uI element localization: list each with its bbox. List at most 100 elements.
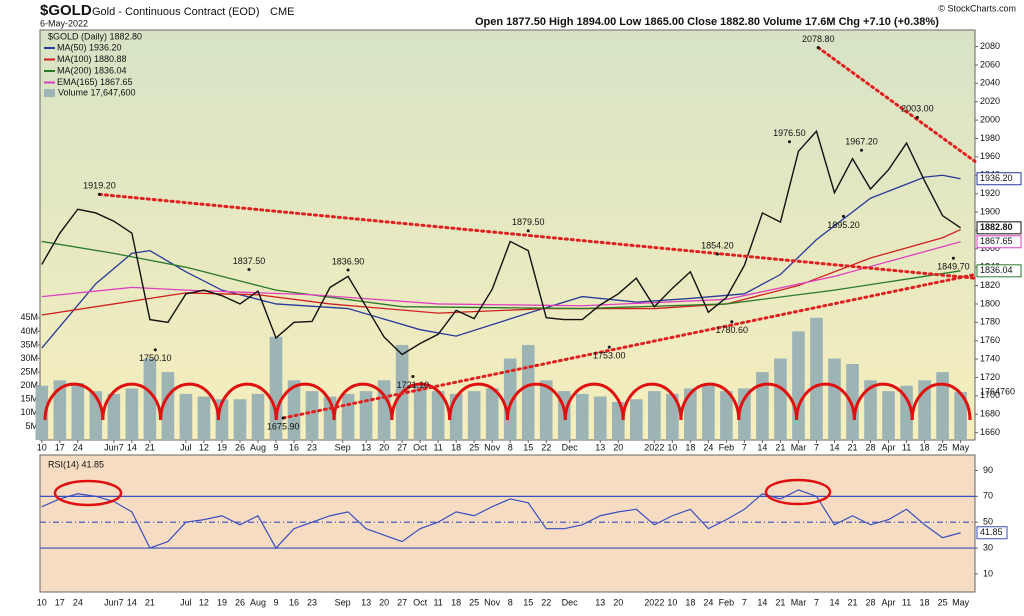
y-tick-label: 2020 bbox=[980, 96, 1000, 106]
trendline bbox=[281, 273, 977, 420]
volume-bar bbox=[774, 358, 787, 440]
x-tick-label: 21 bbox=[775, 442, 785, 452]
x-tick-label: 9 bbox=[273, 442, 278, 452]
x-tick-label: 11 bbox=[902, 597, 911, 607]
legend-entry: EMA(165) 1867.65 bbox=[57, 77, 133, 87]
x-tick-label: 20 bbox=[613, 442, 623, 452]
x-tick-label: Feb bbox=[719, 442, 735, 452]
x-tick-label: 17 bbox=[55, 442, 65, 452]
x-tick-label: 27 bbox=[397, 442, 407, 452]
x-tick-label: 25 bbox=[938, 597, 948, 607]
y-tick-label: 1980 bbox=[980, 133, 1000, 143]
y-tick-label: 1720 bbox=[980, 372, 1000, 382]
x-tick-label: 20 bbox=[613, 597, 623, 607]
y-tick-label: 2000 bbox=[980, 114, 1000, 124]
x-tick-label: 25 bbox=[938, 442, 948, 452]
value-tag bbox=[976, 221, 1022, 235]
moving-average bbox=[41, 240, 961, 310]
cycle-arc bbox=[274, 382, 336, 421]
volume-bar bbox=[666, 393, 679, 440]
y-tick-label: 1700 bbox=[980, 390, 1000, 400]
volume-bar bbox=[810, 317, 823, 440]
volume-bar bbox=[882, 391, 895, 440]
volume-bar bbox=[431, 391, 445, 440]
extreme-point bbox=[411, 374, 415, 378]
volume-bar bbox=[954, 392, 967, 440]
value-tag bbox=[976, 526, 1008, 540]
value-tag-label: 41.85 bbox=[980, 527, 1003, 537]
x-tick-label: 7 bbox=[742, 442, 747, 452]
extreme-point bbox=[915, 115, 919, 119]
volume-bar bbox=[539, 380, 553, 440]
x-tick-label: 7 bbox=[814, 442, 819, 452]
x-tick-label: 13 bbox=[361, 442, 371, 452]
x-tick-label: 24 bbox=[73, 597, 83, 607]
volume-tick-label: 10M bbox=[20, 407, 38, 417]
volume-bar bbox=[233, 399, 247, 440]
cycle-arc bbox=[563, 382, 625, 421]
x-tick-label: 11 bbox=[433, 597, 442, 607]
x-tick-label: 23 bbox=[307, 442, 317, 452]
x-tick-label: Feb bbox=[719, 597, 735, 607]
y-tick-label: 10 bbox=[983, 568, 993, 578]
x-tick-label: 24 bbox=[703, 442, 713, 452]
volume-tick-label: 40M bbox=[20, 326, 38, 336]
volume-bar bbox=[413, 385, 427, 440]
volume-bar bbox=[107, 393, 121, 440]
x-tick-label: 14 bbox=[127, 597, 137, 607]
quote: Open 1877.50 High 1894.00 Low 1865.00 Cl… bbox=[475, 16, 939, 28]
x-tick-label: 21 bbox=[847, 597, 857, 607]
volume-tag-label: 1764760 bbox=[980, 386, 1015, 396]
volume-bar bbox=[125, 388, 139, 440]
x-tick-label: Sep bbox=[335, 442, 351, 452]
volume-bar bbox=[35, 385, 49, 440]
extreme-label: 1721.10 bbox=[397, 380, 430, 390]
cycle-arc bbox=[43, 382, 105, 421]
y-tick-label: 90 bbox=[983, 465, 993, 475]
extreme-point bbox=[526, 229, 530, 233]
x-tick-label: May bbox=[952, 442, 970, 452]
x-tick-label: Jun7 bbox=[104, 442, 124, 452]
volume-bar bbox=[720, 391, 733, 440]
x-tick-label: Aug bbox=[250, 442, 266, 452]
legend-entry: MA(100) 1880.88 bbox=[57, 54, 127, 64]
x-tick-label: 16 bbox=[289, 442, 299, 452]
cycle-arc bbox=[506, 382, 567, 421]
x-tick-label: 8 bbox=[508, 597, 513, 607]
extreme-label: 1675.90 bbox=[267, 421, 300, 431]
volume-bar bbox=[900, 385, 913, 440]
x-tick-label: 10 bbox=[667, 597, 677, 607]
moving-average bbox=[41, 241, 961, 307]
x-tick-label: 24 bbox=[73, 442, 83, 452]
volume-bar bbox=[161, 372, 175, 440]
extreme-point bbox=[247, 267, 251, 271]
y-tick-label: 2040 bbox=[980, 78, 1000, 88]
x-tick-label: 16 bbox=[289, 597, 299, 607]
volume-bar bbox=[305, 391, 319, 440]
x-tick-label: 14 bbox=[829, 442, 839, 452]
volume-bar bbox=[684, 388, 697, 440]
x-tick-label: 14 bbox=[757, 597, 767, 607]
volume-bar bbox=[251, 393, 265, 440]
value-tag bbox=[976, 235, 1022, 249]
volume-bar bbox=[53, 380, 67, 440]
volume-bar bbox=[864, 380, 877, 440]
x-tick-label: 19 bbox=[217, 597, 227, 607]
x-tick-label: 2022 bbox=[644, 442, 664, 452]
volume-tick-label: 30M bbox=[20, 353, 38, 363]
volume-bar bbox=[792, 331, 805, 440]
y-tick-label: 70 bbox=[983, 491, 993, 501]
extreme-label: 1967.20 bbox=[845, 137, 878, 147]
volume-tick-label: 15M bbox=[20, 394, 38, 404]
value-tag-label: 1836.04 bbox=[980, 265, 1013, 275]
extreme-point bbox=[281, 416, 285, 420]
legend-entry: MA(200) 1836.04 bbox=[57, 65, 127, 75]
cycle-arc bbox=[910, 382, 972, 421]
extreme-point bbox=[607, 345, 611, 349]
volume-bar bbox=[648, 391, 661, 440]
volume-bar bbox=[756, 372, 769, 440]
x-tick-label: 22 bbox=[541, 442, 551, 452]
x-tick-label: 12 bbox=[199, 597, 209, 607]
x-tick-label: 11 bbox=[433, 442, 442, 452]
